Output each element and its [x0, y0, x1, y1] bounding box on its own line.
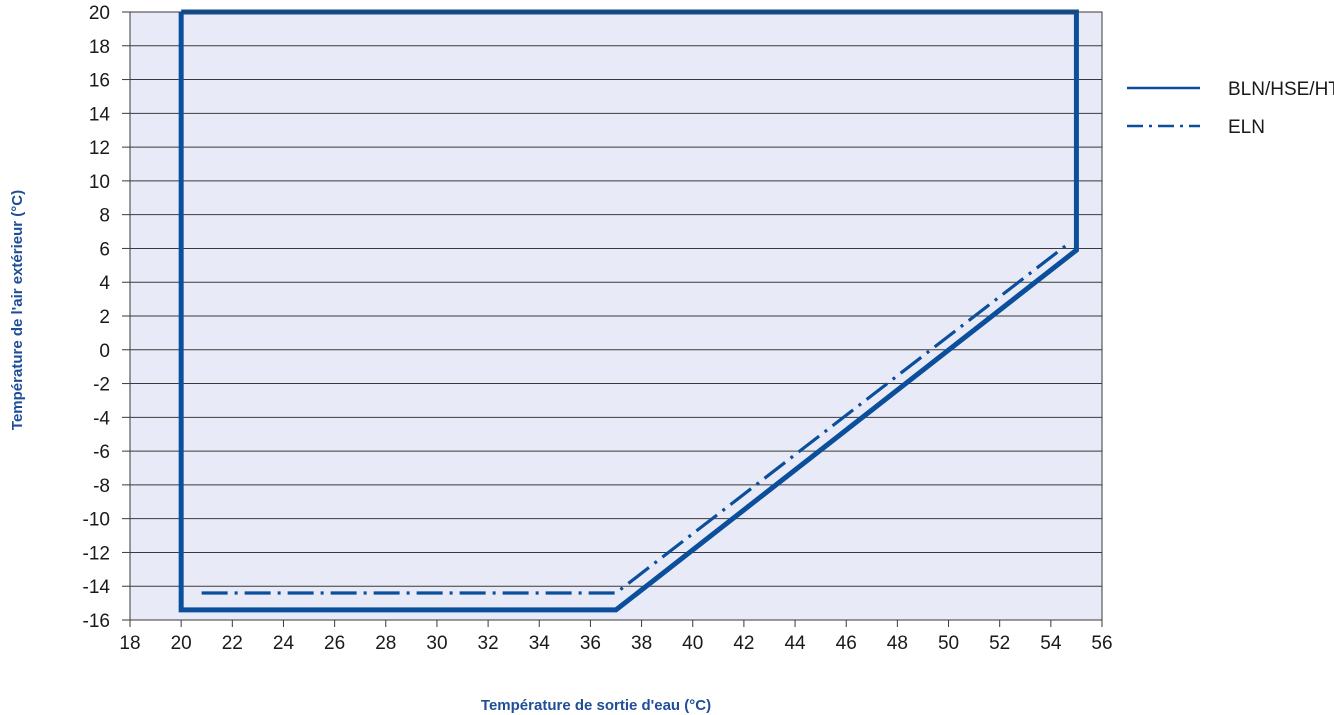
y-tick-label: 6 [99, 239, 110, 260]
x-tick-label: 42 [733, 633, 754, 654]
x-tick-label: 18 [119, 633, 140, 654]
y-tick-label: -8 [93, 476, 110, 497]
x-tick-label: 36 [580, 633, 601, 654]
y-tick-label: 12 [89, 138, 110, 159]
legend: BLN/HSE/HT ELN [1127, 79, 1334, 138]
y-tick-label: -12 [83, 543, 110, 564]
x-tick-label: 28 [375, 633, 396, 654]
y-tick-label: 2 [99, 307, 110, 328]
y-tick-label: -4 [93, 408, 110, 429]
y-tick-label: 4 [99, 273, 110, 294]
legend-label: BLN/HSE/HT [1228, 79, 1334, 100]
series-line-2 [201, 242, 1070, 595]
x-axis-ticks: 18 20 22 24 26 28 30 32 34 36 38 40 42 44 46 48 50 52 54 56 [119, 620, 1113, 654]
y-tick-label: 0 [99, 341, 110, 362]
x-tick-label: 40 [682, 633, 703, 654]
y-tick-label: -16 [83, 611, 110, 632]
y-tick-label: -14 [83, 577, 111, 598]
x-tick-label: 54 [1040, 633, 1062, 654]
x-tick-label: 52 [989, 633, 1010, 654]
x-tick-label: 56 [1091, 633, 1112, 654]
x-tick-label: 48 [887, 633, 908, 654]
y-axis-title: Température de l'air extérieur (°C) [9, 190, 26, 430]
grid-lines [130, 45, 1102, 587]
x-tick-label: 50 [938, 633, 959, 654]
plot-frame [129, 11, 1103, 621]
x-tick-label: 30 [426, 633, 447, 654]
x-tick-label: 22 [222, 633, 243, 654]
y-tick-label: -6 [93, 442, 110, 463]
y-tick-label: 8 [99, 206, 110, 227]
x-tick-label: 46 [836, 633, 857, 654]
y-tick-label: 20 [89, 3, 110, 24]
x-axis-title: Température de sortie d'eau (°C) [481, 697, 711, 714]
y-tick-label: -10 [83, 510, 110, 531]
y-tick-label: 10 [89, 172, 110, 193]
x-tick-label: 44 [784, 633, 806, 654]
x-tick-label: 20 [171, 633, 192, 654]
x-tick-label: 38 [631, 633, 652, 654]
x-tick-label: 34 [529, 633, 551, 654]
x-tick-label: 26 [324, 633, 345, 654]
y-tick-label: 16 [89, 71, 110, 92]
y-tick-label: 14 [89, 104, 111, 125]
y-tick-label: -2 [93, 375, 110, 396]
x-tick-label: 24 [273, 633, 295, 654]
x-tick-label: 32 [478, 633, 499, 654]
y-tick-label: 18 [89, 37, 110, 58]
legend-label: ELN [1228, 117, 1265, 138]
